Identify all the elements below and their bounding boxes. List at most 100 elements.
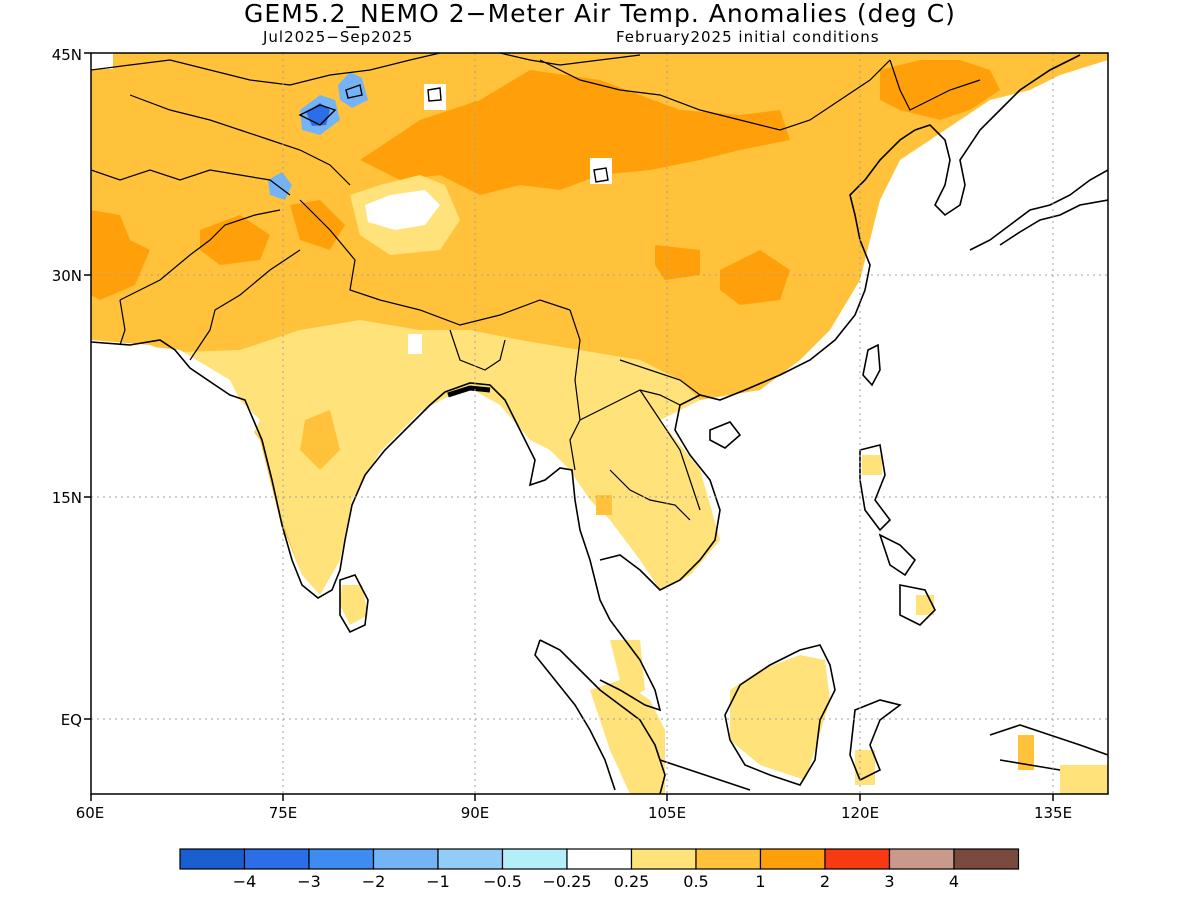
map-grid	[91, 53, 1108, 794]
anomaly-region-sri-lanka	[340, 585, 368, 625]
axis-ticks	[84, 52, 1054, 801]
lat-label-45n: 45N	[51, 46, 82, 64]
border-central-asia	[129, 94, 351, 186]
coastline-sumatra	[534, 639, 666, 794]
ganges-delta	[447, 385, 491, 398]
legend-label-2: −2	[362, 872, 386, 891]
anomaly-region-borneo	[730, 655, 830, 780]
coastline-philippine-islands	[878, 533, 936, 626]
legend-boxes	[179, 848, 1020, 870]
coastline-java-strait	[659, 759, 751, 791]
legend-swatch-9	[759, 848, 826, 870]
legend-swatch-7	[630, 848, 697, 870]
coastline-luzon	[859, 444, 892, 532]
border-afghanistan-pakistan	[119, 209, 281, 301]
lon-label-75e: 75E	[268, 804, 298, 822]
lon-label-105e: 105E	[647, 804, 687, 822]
legend-swatch-3	[372, 848, 439, 870]
anomaly-neutral-patch-arabian-sea	[91, 340, 260, 440]
lake-qinghai	[593, 167, 609, 183]
legend-label-11: 4	[949, 872, 959, 891]
anomaly-region-central-asia-strong	[360, 70, 790, 195]
border-kazakhstan	[91, 53, 441, 86]
lat-label-30n: 30N	[51, 267, 82, 285]
anomaly-region-southeast-china-strong	[720, 250, 790, 305]
border-iran-afghanistan	[91, 169, 291, 196]
border-thailand-cambodia	[609, 469, 691, 521]
lon-label-90e: 90E	[460, 804, 490, 822]
initial-conditions: February2025 initial conditions	[616, 28, 880, 46]
anomaly-neutral-patch-3	[408, 334, 422, 354]
legend-label-5: −0.25	[542, 872, 591, 891]
border-china-vietnam	[619, 359, 701, 396]
border-india-pakistan	[189, 249, 301, 361]
legend-label-10: 3	[884, 872, 894, 891]
anomaly-region-pakistan-strong	[91, 210, 150, 300]
lon-label-60e: 60E	[75, 804, 105, 822]
coastline-new-guinea	[989, 724, 1108, 771]
coastline-taiwan	[862, 343, 881, 387]
anomaly-region-south-asia	[180, 320, 720, 595]
border-laos-vietnam	[639, 389, 701, 511]
legend-swatch-1	[243, 848, 310, 870]
lakes	[298, 84, 609, 398]
legend-swatch-6	[566, 848, 633, 870]
anomaly-region-tajikistan-cool	[268, 172, 292, 200]
coastline-korea-northeast	[914, 54, 1081, 217]
anomaly-region-china-strong	[655, 245, 700, 280]
country-borders	[91, 53, 981, 521]
legend-label-6: 0.25	[614, 872, 650, 891]
legend-swatch-5	[501, 848, 568, 870]
border-china-northeast	[889, 59, 981, 111]
legend-label-3: −1	[426, 872, 450, 891]
legend-swatch-8	[695, 848, 762, 870]
legend-swatch-2	[308, 848, 375, 870]
anomaly-region-thailand-warm	[596, 495, 612, 515]
coastline-borneo	[724, 644, 836, 786]
anomaly-neutral-patch-4	[91, 53, 113, 69]
legend-label-0: −4	[233, 872, 257, 891]
legend-swatch-4	[437, 848, 504, 870]
border-mongolia-china	[539, 59, 891, 131]
coastline-japan	[969, 169, 1108, 251]
legend-swatch-10	[824, 848, 891, 870]
legend-label-4: −0.5	[483, 872, 522, 891]
border-bangladesh	[449, 329, 506, 371]
legend-swatch-11	[888, 848, 955, 870]
lake-balkhash	[298, 104, 337, 126]
legend-labels: −4 −3 −2 −1 −0.5 −0.25 0.25 0.5 1 2 3 4	[233, 872, 959, 891]
legend-label-8: 1	[755, 872, 765, 891]
lon-label-135e: 135E	[1033, 804, 1073, 822]
anomaly-region-afghanistan-strong	[200, 215, 270, 265]
anomaly-region-new-guinea	[1060, 765, 1108, 794]
anomaly-region-sumatra	[590, 680, 665, 794]
anomaly-region-new-guinea-warm	[1018, 735, 1034, 770]
border-thailand-laos	[579, 389, 681, 421]
border-russia-mongolia	[499, 53, 641, 66]
coastline-sulawesi	[849, 699, 902, 782]
anomaly-region-tibet-neutral	[365, 190, 440, 230]
lon-label-120e: 120E	[840, 804, 880, 822]
legend-label-1: −3	[297, 872, 321, 891]
anomaly-region-kazakhstan-cool-east	[338, 72, 368, 108]
anomaly-region-kashmir-strong	[290, 200, 345, 250]
anomaly-region-philippines	[862, 455, 882, 475]
coastlines	[91, 54, 1108, 794]
border-himalaya	[299, 199, 571, 326]
anomaly-region-sulawesi	[855, 750, 875, 785]
lat-label-eq: EQ	[60, 711, 82, 729]
coastline-sri-lanka	[339, 574, 369, 634]
anomaly-region-india-central	[300, 410, 340, 470]
legend-swatch-0	[179, 848, 246, 870]
coastline-arabian-sea-india	[91, 339, 662, 712]
coastline-hainan	[709, 421, 742, 449]
map-frame	[90, 52, 1109, 795]
legend-label-7: 0.5	[683, 872, 708, 891]
lake-mongolia	[427, 87, 442, 102]
forecast-period: Jul2025−Sep2025	[263, 28, 414, 46]
border-iran-pakistan	[119, 299, 126, 346]
lat-label-15n: 15N	[51, 489, 82, 507]
legend-swatch-12	[953, 848, 1020, 870]
